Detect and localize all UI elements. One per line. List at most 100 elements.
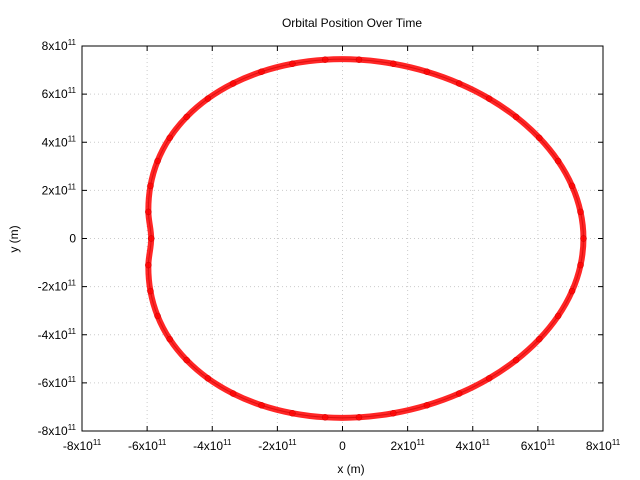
orbit-point — [145, 208, 152, 216]
y-tick-base: x10 — [48, 328, 68, 342]
y-tick-exponent: 11 — [68, 86, 77, 95]
y-axis-label: y (m) — [7, 225, 21, 252]
y-tick-base: x10 — [48, 39, 68, 53]
y-tick-mantissa: 8 — [42, 39, 49, 53]
x-tick-label: -6x1011 — [128, 438, 167, 453]
orbit-point — [204, 95, 212, 102]
orbit-point — [145, 261, 152, 269]
orbit-point — [289, 409, 296, 417]
orbit-series — [145, 56, 587, 421]
x-tick-mantissa: -4 — [193, 439, 204, 453]
x-tick-label: 8x1011 — [586, 438, 621, 453]
orbit-point — [577, 208, 584, 216]
orbit-point — [568, 182, 576, 190]
orbit-point — [289, 60, 296, 68]
x-tick-base: x10 — [204, 439, 224, 453]
orbit-point — [147, 182, 154, 190]
y-tick-label: 8x1011 — [42, 38, 77, 53]
x-tick-label: -4x1011 — [193, 438, 232, 453]
orbit-point — [147, 287, 154, 295]
y-tick-base: x10 — [48, 280, 68, 294]
y-tick-mantissa: -6 — [38, 376, 49, 390]
x-tick-exponent: 11 — [612, 438, 621, 447]
orbit-point — [554, 157, 562, 165]
x-tick-base: x10 — [527, 439, 547, 453]
y-tick-mantissa: 0 — [69, 232, 76, 246]
y-tick-exponent: 11 — [68, 375, 77, 384]
x-tick-mantissa: -2 — [258, 439, 269, 453]
y-tick-exponent: 11 — [68, 327, 77, 336]
chart-title: Orbital Position Over Time — [282, 16, 422, 30]
x-tick-exponent: 11 — [158, 438, 167, 447]
orbit-point — [258, 68, 265, 75]
x-tick-base: x10 — [397, 439, 417, 453]
y-tick-exponent: 11 — [68, 134, 77, 143]
x-tick-label: -2x1011 — [258, 438, 297, 453]
orbit-point — [355, 56, 363, 63]
y-tick-label: -8x1011 — [38, 423, 77, 438]
x-tick-base: x10 — [593, 439, 613, 453]
x-tick-label: 0 — [339, 439, 346, 453]
x-tick-exponent: 11 — [93, 438, 102, 447]
ticks: -8x1011 -6x1011 -4x1011 -2x1011 0 2x1011 4x101… — [38, 38, 621, 453]
orbit-point — [485, 375, 493, 382]
orbit-point — [147, 235, 155, 242]
x-tick-exponent: 11 — [288, 438, 297, 447]
y-tick-mantissa: 6 — [42, 87, 49, 101]
orbit-point — [258, 402, 265, 409]
y-tick-label: -4x1011 — [38, 327, 77, 342]
x-tick-label: 4x1011 — [456, 438, 491, 453]
x-tick-label: 6x1011 — [521, 438, 556, 453]
orbit-point — [321, 414, 329, 421]
y-tick-mantissa: 4 — [42, 135, 49, 149]
orbit-point — [166, 335, 173, 343]
y-tick-exponent: 11 — [68, 38, 77, 47]
orbit-point — [229, 80, 237, 87]
y-tick-label: 6x1011 — [42, 86, 77, 101]
orbit-point — [577, 261, 584, 269]
y-tick-mantissa: 2 — [42, 183, 49, 197]
y-tick-label: -2x1011 — [38, 279, 77, 294]
x-tick-exponent: 11 — [547, 438, 556, 447]
y-tick-label: 2x1011 — [42, 182, 77, 197]
x-tick-mantissa: 2 — [390, 439, 397, 453]
y-tick-base: x10 — [48, 87, 68, 101]
orbit-point — [166, 134, 173, 142]
orbit-point — [512, 113, 520, 121]
orbit-point — [423, 68, 431, 75]
x-tick-label: 2x1011 — [390, 438, 425, 453]
orbit-point — [536, 335, 543, 343]
x-tick-exponent: 11 — [482, 438, 491, 447]
x-tick-mantissa: -6 — [128, 439, 139, 453]
orbit-point — [154, 157, 161, 165]
x-tick-exponent: 11 — [416, 438, 425, 447]
x-tick-base: x10 — [269, 439, 289, 453]
x-tick-mantissa: 8 — [586, 439, 593, 453]
x-tick-base: x10 — [74, 439, 94, 453]
y-tick-base: x10 — [48, 135, 68, 149]
orbit-point — [536, 134, 543, 142]
x-tick-mantissa: 0 — [339, 439, 346, 453]
y-tick-base: x10 — [48, 424, 68, 438]
x-axis-label: x (m) — [337, 462, 364, 476]
orbit-point — [580, 235, 587, 242]
y-tick-base: x10 — [48, 376, 68, 390]
y-tick-label: 0 — [69, 232, 76, 246]
orbit-point — [455, 390, 463, 397]
x-tick-label: -8x1011 — [63, 438, 102, 453]
x-tick-base: x10 — [462, 439, 482, 453]
y-tick-mantissa: -8 — [38, 424, 49, 438]
y-tick-exponent: 11 — [68, 182, 77, 191]
orbit-point — [229, 390, 237, 397]
orbit-point — [355, 414, 363, 421]
y-tick-mantissa: -4 — [38, 328, 49, 342]
x-tick-exponent: 11 — [223, 438, 232, 447]
y-tick-label: 4x1011 — [42, 134, 77, 149]
orbit-point — [485, 95, 493, 102]
y-tick-label: -6x1011 — [38, 375, 77, 390]
y-tick-mantissa: -2 — [38, 280, 49, 294]
orbit-point — [568, 287, 576, 295]
x-tick-mantissa: 6 — [521, 439, 528, 453]
